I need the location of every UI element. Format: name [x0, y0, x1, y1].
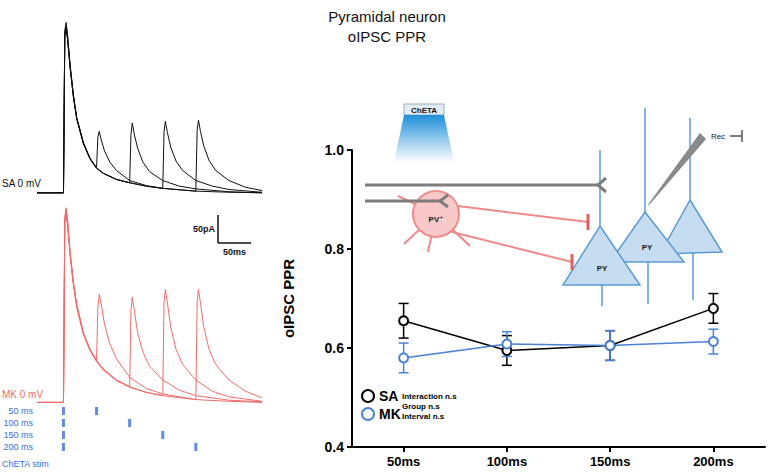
svg-text:oIPSC PPR: oIPSC PPR — [280, 259, 297, 338]
svg-text:150ms: 150ms — [590, 454, 630, 469]
svg-text:50 ms: 50 ms — [8, 406, 33, 416]
svg-text:Pyramidal neuron: Pyramidal neuron — [328, 8, 446, 25]
svg-text:PY: PY — [597, 264, 608, 273]
svg-text:PY: PY — [642, 243, 653, 252]
svg-text:Group n.s: Group n.s — [402, 402, 440, 411]
svg-text:MK 0 mV: MK 0 mV — [2, 389, 43, 400]
svg-text:150 ms: 150 ms — [3, 430, 33, 440]
svg-text:50pA: 50pA — [193, 224, 216, 234]
svg-text:200 ms: 200 ms — [3, 442, 33, 452]
svg-text:0.8: 0.8 — [325, 241, 345, 257]
svg-text:50ms: 50ms — [387, 454, 420, 469]
svg-text:SA 0 mV: SA 0 mV — [2, 178, 41, 189]
svg-text:ChETA stim: ChETA stim — [2, 459, 49, 469]
svg-text:100 ms: 100 ms — [3, 418, 33, 428]
svg-text:1.0: 1.0 — [325, 142, 345, 158]
svg-text:50ms: 50ms — [223, 247, 246, 257]
svg-text:SA: SA — [379, 388, 398, 404]
svg-text:PV⁺: PV⁺ — [429, 215, 444, 224]
svg-text:0.6: 0.6 — [325, 340, 345, 356]
svg-text:ChETA: ChETA — [411, 106, 437, 115]
svg-text:0.4: 0.4 — [325, 439, 345, 455]
svg-text:Rec: Rec — [711, 132, 725, 141]
svg-text:Interval n.s: Interval n.s — [402, 412, 445, 421]
svg-text:200ms: 200ms — [693, 454, 733, 469]
svg-text:MK: MK — [379, 406, 401, 422]
svg-text:Interaction n.s: Interaction n.s — [402, 392, 457, 401]
svg-text:100ms: 100ms — [487, 454, 527, 469]
svg-text:oIPSC PPR: oIPSC PPR — [348, 28, 427, 45]
